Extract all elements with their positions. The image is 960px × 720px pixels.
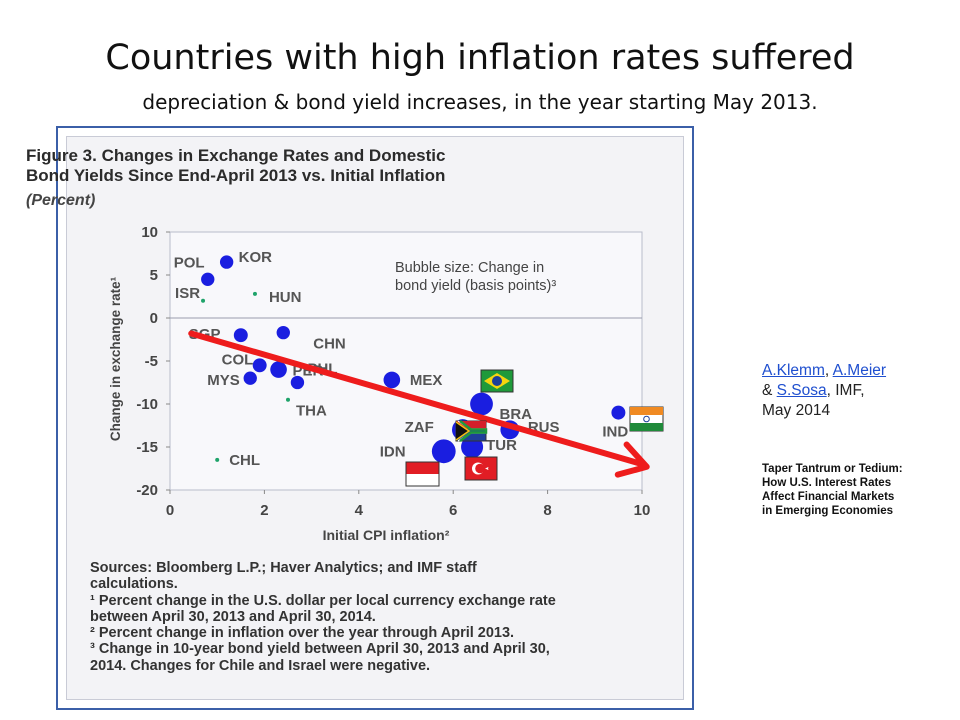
credits-separator: , (824, 362, 833, 379)
paper-title: Taper Tantrum or Tedium: How U.S. Intere… (762, 462, 903, 518)
figure-title-line2: Bond Yields Since End-April 2013 vs. Ini… (26, 166, 446, 185)
bubble-label-kor: KOR (239, 249, 273, 266)
note-line-3: ¹ Percent change in the U.S. dollar per … (90, 592, 556, 609)
trend-arrow-head (614, 441, 650, 478)
y-tick-label: -20 (136, 482, 158, 499)
bubble-label-chn: CHN (313, 336, 346, 353)
paper-title-line3: Affect Financial Markets (762, 491, 895, 503)
bubble-label-isr: ISR (175, 285, 200, 302)
paper-title-line2: How U.S. Interest Rates (762, 477, 892, 489)
x-tick-label: 4 (355, 502, 364, 519)
bubble-bra (470, 392, 493, 416)
bubble-label-idn: IDN (380, 443, 406, 460)
author-credits: A.Klemm, A.Meier & S.Sosa, IMF, May 2014 (762, 361, 886, 421)
author-link-sosa[interactable]: S.Sosa (776, 382, 827, 399)
bubble-label-bra: BRA (500, 406, 533, 423)
x-tick-label: 10 (634, 502, 651, 519)
note-line-1: Sources: Bloomberg L.P.; Haver Analytics… (90, 560, 477, 576)
y-tick-label: 10 (141, 224, 158, 241)
bubble-label-col: COL (222, 351, 254, 368)
figure-subtitle: (Percent) (26, 192, 96, 209)
bubble-label-hun: HUN (269, 289, 302, 306)
bubble-tha (286, 397, 290, 402)
bubble-mys (243, 371, 257, 385)
x-axis-label: Initial CPI inflation² (323, 527, 450, 543)
india-flag-icon (629, 406, 664, 432)
y-axis-label: Change in exchange rate¹ (108, 276, 123, 441)
x-tick-label: 0 (166, 502, 174, 519)
note-line-6: ³ Change in 10-year bond yield between A… (90, 641, 550, 658)
bubble-sgp (233, 328, 248, 343)
figure-notes: Sources: Bloomberg L.P.; Haver Analytics… (90, 560, 680, 674)
bubble-label-tha: THA (296, 403, 327, 420)
bubble-idn (431, 439, 456, 464)
turkey-flag-icon (464, 456, 498, 481)
bubble-label-pol: POL (174, 254, 205, 271)
bubble-per (270, 361, 287, 378)
note-line-5: ² Percent change in inflation over the y… (90, 625, 515, 642)
credits-ampersand: & (762, 382, 777, 399)
y-tick-label: -10 (136, 396, 158, 413)
slide-subtitle: depreciation & bond yield increases, in … (142, 90, 818, 114)
x-tick-label: 6 (449, 502, 457, 519)
bubble-hun (252, 291, 257, 296)
bubble-label-mex: MEX (410, 372, 443, 389)
credits-org: , IMF, (826, 382, 865, 399)
trend-arrow-line (188, 330, 644, 467)
note-line-4: between April 30, 2013 and April 30, 201… (90, 608, 376, 625)
paper-title-line1: Taper Tantrum or Tedium: (762, 463, 903, 475)
bubble-isr (201, 298, 206, 303)
bubble-label-zaf: ZAF (405, 419, 434, 436)
credits-date: May 2014 (762, 402, 831, 419)
bubble-label-chl: CHL (229, 452, 260, 469)
bubble-ind (611, 405, 626, 420)
y-tick-label: 5 (150, 267, 158, 284)
bubble-chn (276, 325, 290, 340)
y-tick-label: -5 (145, 353, 158, 370)
note-line-7: 2014. Changes for Chile and Israel were … (90, 657, 431, 674)
author-link-meier[interactable]: A.Meier (832, 362, 887, 379)
figure-title: Figure 3. Changes in Exchange Rates and … (26, 146, 586, 186)
bubble-mex (383, 371, 401, 389)
y-tick-label: -15 (136, 439, 158, 456)
bubble-chl (215, 457, 220, 462)
bubble-phl (290, 375, 305, 390)
x-tick-label: 2 (260, 502, 268, 519)
bubble-label-ind: IND (602, 424, 628, 441)
x-tick-label: 8 (543, 502, 551, 519)
brazil-flag-icon (480, 369, 514, 393)
indonesia-flag-icon (405, 461, 440, 487)
author-link-klemm[interactable]: A.Klemm (762, 362, 825, 379)
bubble-pol (201, 272, 215, 286)
bubble-col (252, 358, 267, 373)
bubble-kor (219, 255, 234, 269)
paper-title-line4: in Emerging Economies (762, 505, 893, 517)
slide-title: Countries with high inflation rates suff… (105, 38, 855, 78)
bubble-note-line1: Bubble size: Change in (395, 260, 544, 276)
south-africa-flag-icon (455, 420, 488, 442)
bubble-label-mys: MYS (207, 372, 240, 389)
note-line-2: calculations. (90, 576, 178, 593)
bubble-label-tur: TUR (486, 437, 517, 454)
figure-title-line1: Figure 3. Changes in Exchange Rates and … (26, 146, 446, 165)
bubble-note-line2: bond yield (basis points)³ (395, 278, 556, 294)
y-tick-label: 0 (150, 310, 158, 327)
